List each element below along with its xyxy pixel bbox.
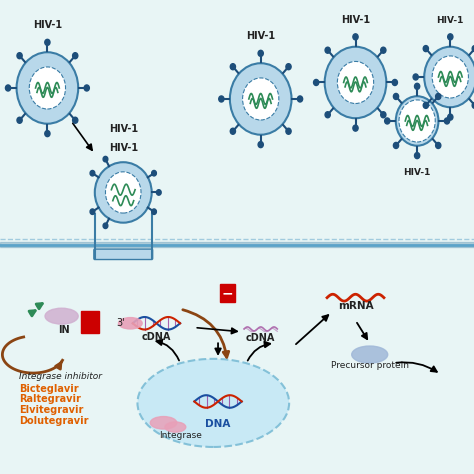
Circle shape [399, 100, 435, 142]
Ellipse shape [118, 318, 142, 329]
Text: 3': 3' [117, 318, 125, 328]
Ellipse shape [137, 359, 289, 447]
Circle shape [156, 190, 161, 195]
Circle shape [414, 153, 420, 159]
Text: cDNA: cDNA [246, 333, 275, 343]
Circle shape [103, 223, 108, 228]
Circle shape [243, 78, 279, 120]
Circle shape [413, 74, 419, 80]
Circle shape [219, 96, 224, 102]
Circle shape [286, 128, 291, 134]
Circle shape [29, 67, 65, 109]
Circle shape [73, 117, 78, 123]
FancyBboxPatch shape [94, 249, 153, 260]
Circle shape [325, 47, 386, 118]
Circle shape [337, 62, 374, 103]
Text: cDNA: cDNA [142, 332, 171, 342]
Circle shape [432, 56, 468, 98]
Text: Raltegravir: Raltegravir [19, 394, 81, 404]
Circle shape [45, 39, 50, 46]
Text: HIV-1: HIV-1 [109, 124, 138, 134]
Circle shape [286, 64, 291, 70]
Circle shape [353, 125, 358, 131]
Text: Elvitegravir: Elvitegravir [19, 405, 83, 415]
Text: HIV-1: HIV-1 [109, 143, 138, 153]
Circle shape [381, 112, 386, 118]
Circle shape [17, 53, 22, 59]
Ellipse shape [95, 162, 152, 223]
Text: Dolutegravir: Dolutegravir [19, 416, 89, 426]
Circle shape [17, 117, 22, 123]
Circle shape [447, 34, 453, 40]
Circle shape [258, 50, 264, 56]
Circle shape [393, 142, 399, 148]
Text: Bicteglavir: Bicteglavir [19, 383, 79, 393]
Circle shape [230, 63, 292, 135]
Circle shape [325, 112, 330, 118]
Ellipse shape [106, 172, 141, 213]
Circle shape [385, 118, 390, 124]
Text: DNA: DNA [205, 419, 231, 429]
Circle shape [436, 142, 441, 148]
Circle shape [424, 47, 474, 107]
Circle shape [423, 102, 428, 109]
Text: HIV-1: HIV-1 [33, 20, 62, 30]
Circle shape [353, 34, 358, 40]
Circle shape [392, 80, 397, 85]
Circle shape [472, 46, 474, 52]
Circle shape [152, 171, 156, 176]
Circle shape [325, 47, 330, 53]
Text: mRNA: mRNA [337, 301, 374, 311]
Circle shape [152, 209, 156, 214]
Ellipse shape [150, 417, 177, 429]
Text: −: − [222, 286, 233, 301]
Circle shape [90, 171, 95, 176]
Circle shape [423, 46, 428, 52]
Circle shape [258, 142, 264, 147]
Circle shape [447, 114, 453, 120]
Text: −: − [83, 313, 97, 331]
Text: Integrase: Integrase [159, 431, 201, 440]
Text: Precursor protein: Precursor protein [331, 361, 409, 370]
Circle shape [230, 64, 236, 70]
Text: HIV-1: HIV-1 [403, 168, 431, 177]
Text: HIV-1: HIV-1 [437, 16, 464, 25]
Circle shape [73, 53, 78, 59]
Text: HIV-1: HIV-1 [341, 15, 370, 25]
Text: Integrase inhibitor: Integrase inhibitor [19, 372, 102, 381]
Circle shape [230, 128, 236, 134]
Circle shape [414, 83, 420, 89]
Ellipse shape [165, 422, 186, 432]
Ellipse shape [45, 308, 78, 324]
Circle shape [84, 85, 90, 91]
Circle shape [45, 131, 50, 137]
Circle shape [17, 52, 78, 124]
Text: IN: IN [58, 325, 70, 335]
Circle shape [472, 102, 474, 109]
Circle shape [5, 85, 10, 91]
Circle shape [313, 80, 319, 85]
Circle shape [90, 209, 95, 214]
Circle shape [445, 118, 450, 124]
Text: HIV-1: HIV-1 [246, 31, 275, 41]
Circle shape [396, 96, 438, 146]
Circle shape [103, 156, 108, 162]
Circle shape [297, 96, 303, 102]
Circle shape [381, 47, 386, 53]
Ellipse shape [352, 346, 388, 363]
Circle shape [393, 93, 399, 100]
Circle shape [436, 93, 441, 100]
